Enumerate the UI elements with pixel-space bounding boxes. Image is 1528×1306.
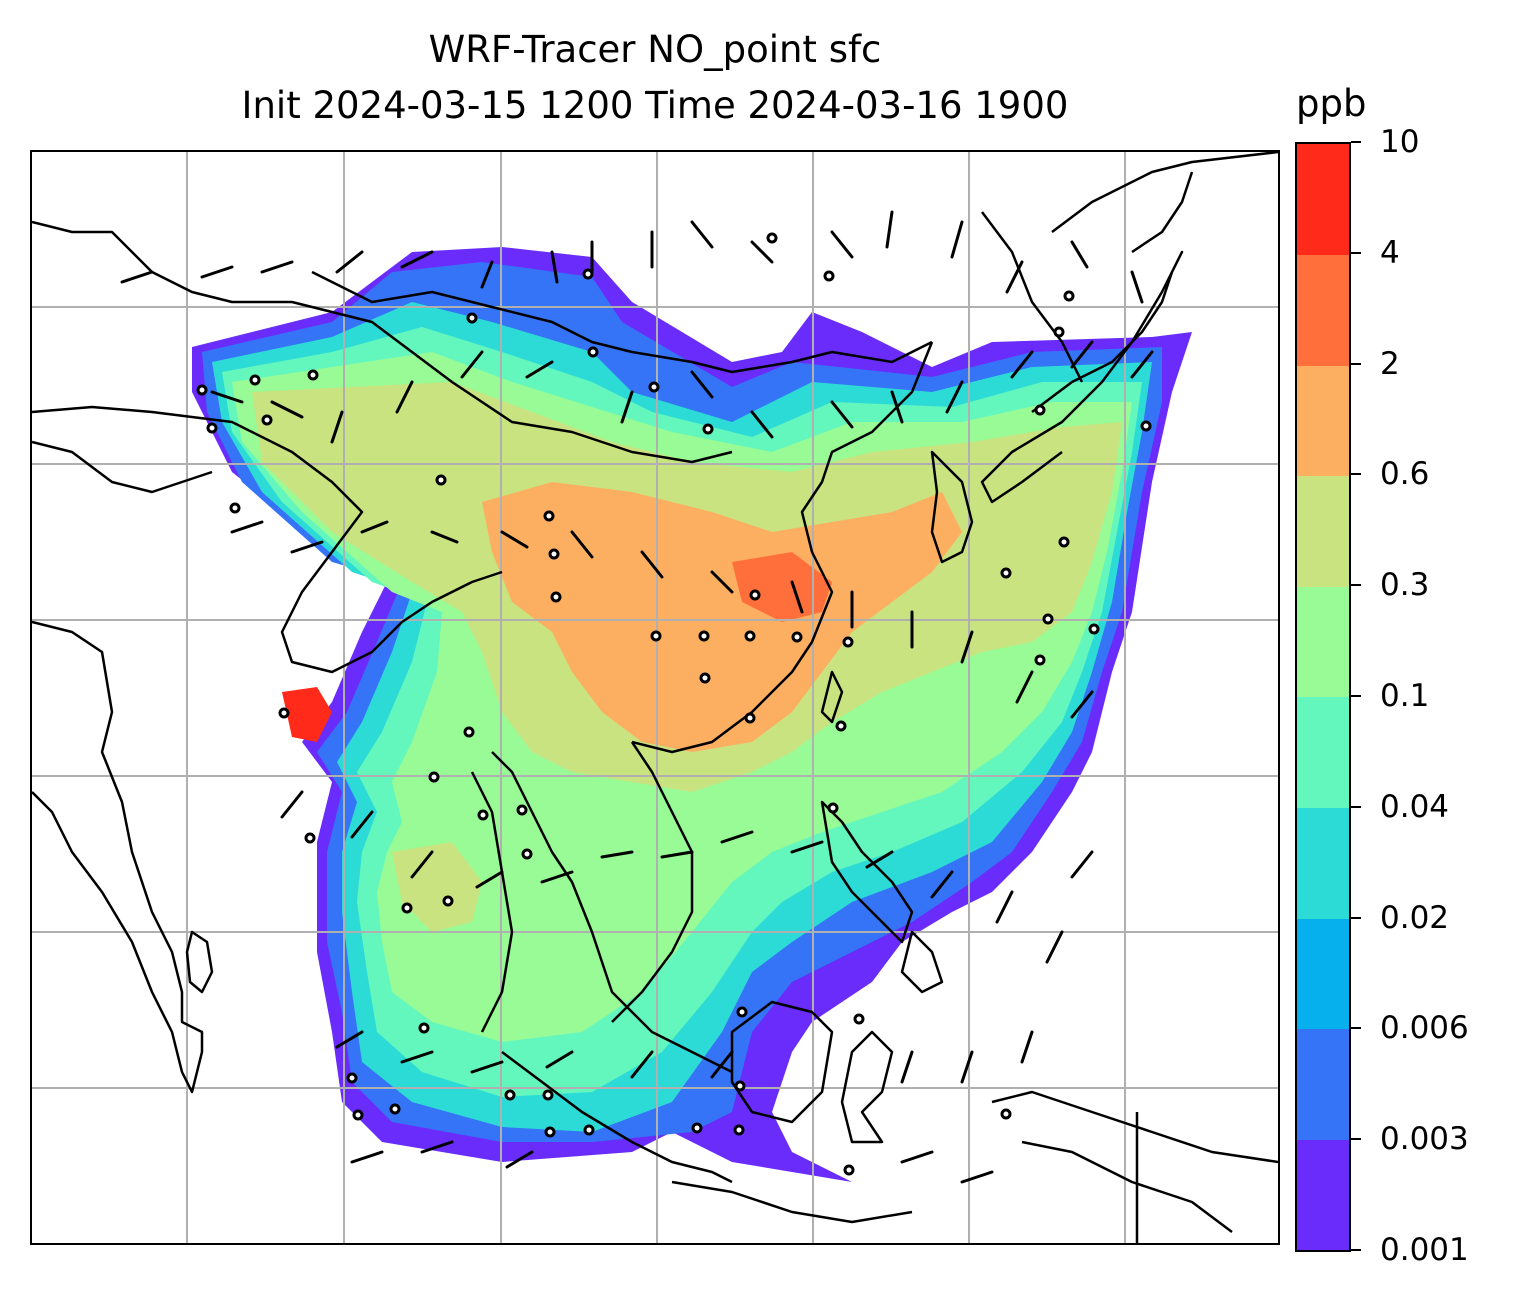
colorbar-tick-label: 2 xyxy=(1380,345,1400,382)
plot-title-line-2: Init 2024-03-15 1200 Time 2024-03-16 190… xyxy=(241,84,1069,127)
colorbar-band xyxy=(1297,1028,1349,1140)
colorbar-tick-label: 0.1 xyxy=(1380,678,1430,714)
colorbar-band xyxy=(1297,918,1349,1030)
concentration-field xyxy=(192,247,1192,1182)
colorbar-tick-label: 0.003 xyxy=(1380,1121,1469,1158)
colorbar-tick-label: 0.04 xyxy=(1380,788,1450,825)
colorbar-band xyxy=(1297,144,1349,255)
colorbar-band xyxy=(1297,586,1349,698)
colorbar-tick-label: 4 xyxy=(1380,234,1400,271)
plot-title-line-1: WRF-Tracer NO_point sfc xyxy=(428,28,882,71)
colorbar xyxy=(1295,142,1351,1252)
map-panel xyxy=(30,150,1280,1245)
station-markers xyxy=(196,232,1152,1176)
colorbar-tick xyxy=(1351,251,1361,254)
colorbar-tick xyxy=(1351,805,1361,808)
map-canvas xyxy=(32,152,1278,1243)
colorbar-tick xyxy=(1351,1249,1361,1251)
colorbar-tick-label: 0.02 xyxy=(1380,899,1450,936)
colorbar-tick-label: 0.006 xyxy=(1380,1010,1469,1047)
colorbar-tick xyxy=(1351,1138,1361,1141)
colorbar-band xyxy=(1297,1139,1349,1250)
colorbar-band xyxy=(1297,807,1349,919)
field-layer-2 xyxy=(732,552,832,622)
colorbar-tick xyxy=(1351,362,1361,365)
colorbar-band xyxy=(1297,475,1349,587)
colorbar-tick xyxy=(1351,1027,1361,1030)
colorbar-tick-label: 0.3 xyxy=(1380,567,1430,604)
colorbar-band xyxy=(1297,254,1349,366)
colorbar-tick xyxy=(1351,916,1361,919)
colorbar-band xyxy=(1297,697,1349,808)
colorbar-band xyxy=(1297,365,1349,477)
wind-barbs xyxy=(120,210,1154,1184)
colorbar-tick-label: 0.6 xyxy=(1380,456,1430,493)
colorbar-tick xyxy=(1351,141,1361,143)
colorbar-tick-label: 0.001 xyxy=(1380,1232,1469,1268)
field-layer-0.6-west xyxy=(392,842,482,932)
colorbar-tick-label: 10 xyxy=(1380,124,1420,160)
colorbar-tick xyxy=(1351,584,1361,587)
field-layer-0.6 xyxy=(482,482,962,752)
colorbar-unit-label: ppb xyxy=(1296,82,1367,125)
colorbar-tick xyxy=(1351,695,1361,697)
coastlines xyxy=(32,152,1278,1243)
field-layer-4 xyxy=(282,687,332,742)
colorbar-tick xyxy=(1351,473,1361,476)
